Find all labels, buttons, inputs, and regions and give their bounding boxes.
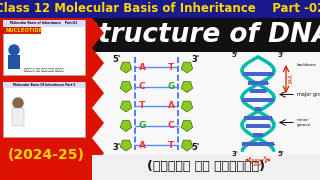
Text: 20Å: 20Å (252, 162, 263, 167)
Text: T: T (139, 102, 145, 111)
FancyBboxPatch shape (3, 82, 85, 137)
Polygon shape (0, 18, 104, 168)
Text: 3': 3' (278, 52, 285, 58)
FancyBboxPatch shape (12, 108, 24, 126)
FancyBboxPatch shape (3, 27, 41, 34)
FancyBboxPatch shape (3, 20, 85, 75)
Text: T: T (168, 62, 174, 71)
Text: 34Å: 34Å (289, 74, 294, 84)
Polygon shape (181, 140, 193, 151)
Text: 3': 3' (113, 143, 121, 152)
FancyBboxPatch shape (92, 18, 320, 52)
FancyBboxPatch shape (252, 133, 263, 137)
Text: C: C (168, 121, 174, 130)
Polygon shape (120, 82, 132, 93)
Polygon shape (120, 121, 132, 132)
Polygon shape (120, 62, 132, 73)
Text: 5': 5' (192, 143, 200, 152)
Polygon shape (181, 121, 193, 132)
Text: G: G (167, 82, 175, 91)
Text: G: G (138, 121, 146, 130)
Text: (2024-25): (2024-25) (8, 148, 84, 162)
FancyBboxPatch shape (242, 142, 274, 146)
Text: A: A (167, 102, 174, 111)
Polygon shape (181, 101, 193, 112)
Text: NUCLEOTIDE: NUCLEOTIDE (5, 28, 42, 33)
Polygon shape (181, 82, 193, 93)
FancyBboxPatch shape (0, 0, 320, 18)
FancyBboxPatch shape (243, 72, 273, 76)
Text: A: A (139, 141, 146, 150)
Text: Structure of DNA: Structure of DNA (79, 22, 320, 48)
Circle shape (9, 45, 19, 55)
Text: major groove: major groove (297, 92, 320, 97)
Text: A: A (139, 62, 146, 71)
Polygon shape (120, 101, 132, 112)
FancyBboxPatch shape (255, 107, 261, 111)
Text: 5': 5' (231, 52, 238, 58)
Text: डीएनए की संरचना इकाई: डीएनए की संरचना इकाई (24, 68, 64, 72)
FancyBboxPatch shape (92, 155, 320, 180)
Polygon shape (120, 140, 132, 151)
Circle shape (13, 98, 23, 108)
FancyBboxPatch shape (246, 124, 270, 129)
Text: 5': 5' (278, 151, 285, 157)
FancyBboxPatch shape (3, 20, 85, 27)
Text: backbone: backbone (297, 63, 317, 67)
FancyBboxPatch shape (92, 52, 320, 180)
FancyBboxPatch shape (8, 55, 20, 69)
Text: Molecular Basis of Inheritance    Part:01: Molecular Basis of Inheritance Part:01 (10, 21, 78, 26)
Text: Class 12 Molecular Basis of Inheritance    Part -02: Class 12 Molecular Basis of Inheritance … (0, 3, 320, 15)
FancyBboxPatch shape (3, 82, 85, 88)
Text: C: C (139, 82, 145, 91)
Text: 3': 3' (192, 55, 200, 64)
Text: minor
groove: minor groove (297, 118, 311, 127)
Text: 3': 3' (231, 151, 238, 157)
Text: 5': 5' (113, 55, 121, 64)
FancyBboxPatch shape (248, 81, 268, 85)
Text: Molecular Basis Of Inheritance Part-2: Molecular Basis Of Inheritance Part-2 (13, 83, 75, 87)
Polygon shape (181, 62, 193, 73)
FancyBboxPatch shape (250, 89, 266, 93)
FancyBboxPatch shape (242, 98, 274, 102)
Text: (डीएनए की संरचना): (डीएनए की संरचना) (147, 161, 265, 174)
FancyBboxPatch shape (244, 116, 272, 120)
FancyBboxPatch shape (0, 18, 92, 180)
Text: T: T (168, 141, 174, 150)
